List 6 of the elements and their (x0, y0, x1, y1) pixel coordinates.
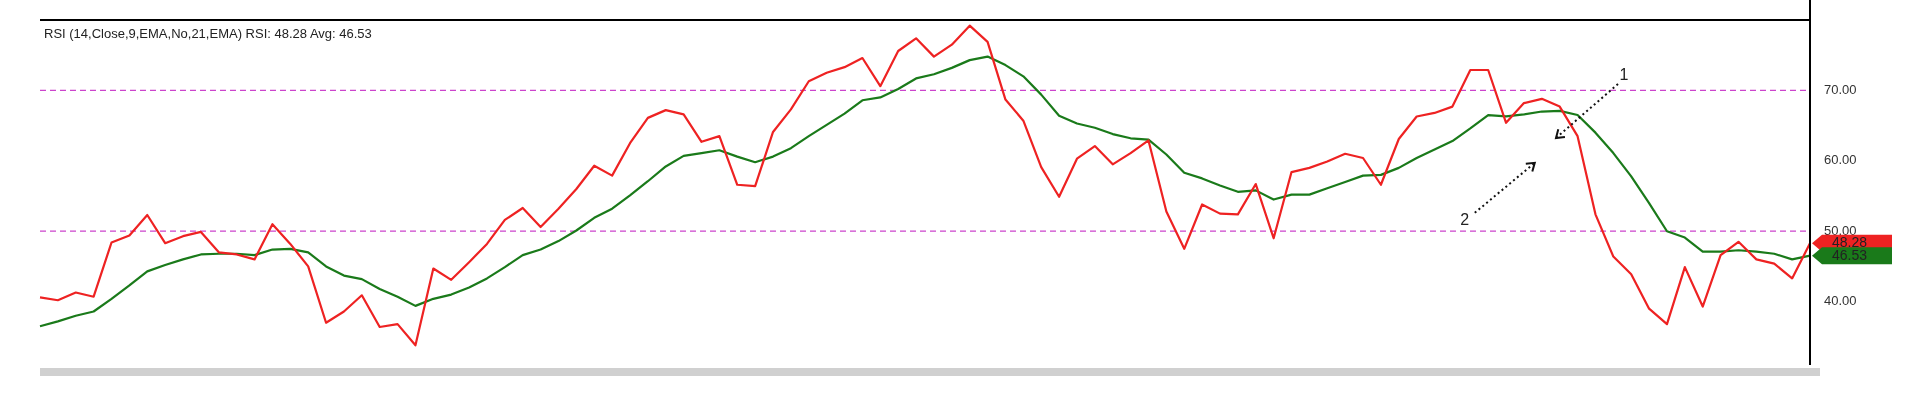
y-tick-label: 60.00 (1824, 152, 1857, 168)
annotation: 1 (1619, 66, 1629, 84)
annotation: 2 (1460, 211, 1470, 229)
y-tick-label: 40.00 (1824, 293, 1857, 309)
text: RSI (14,Close,9,EMA,No,21,EMA) RSI: 48.28 Avg: 46.53 (44, 26, 372, 42)
y-tick-label: 70.00 (1824, 81, 1857, 97)
